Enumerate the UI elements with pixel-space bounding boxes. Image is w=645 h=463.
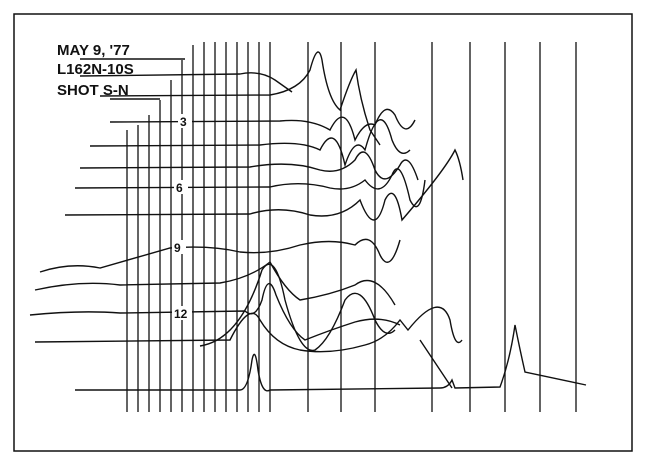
traces [29, 51, 587, 392]
frame [13, 13, 633, 452]
shot-direction: SHOT S-N [57, 82, 129, 99]
trace-label: 9 [174, 241, 181, 255]
trace-label: 3 [180, 115, 187, 129]
line-id: L162N-10S [57, 61, 134, 78]
trace-label: 6 [176, 181, 183, 195]
trace-labels: 3 6 9 12 [172, 114, 192, 321]
trace-label: 12 [174, 307, 188, 321]
date: MAY 9, '77 [57, 42, 130, 59]
header: MAY 9, '77 L162N-10S SHOT S-N [57, 42, 185, 100]
